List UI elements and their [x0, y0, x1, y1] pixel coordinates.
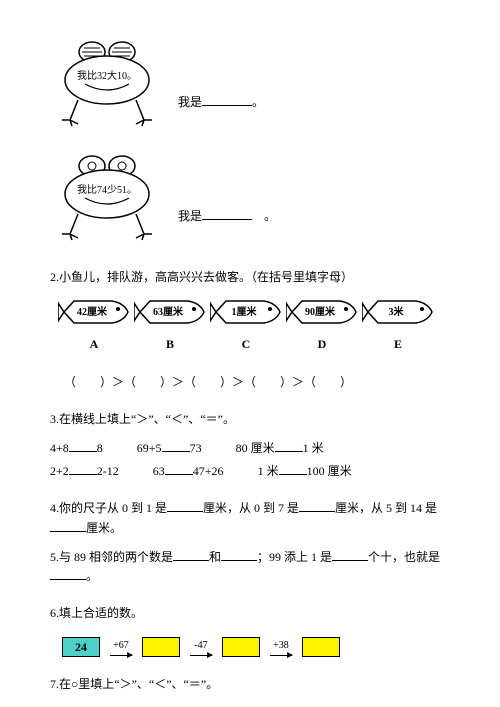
blank[interactable]	[50, 519, 86, 532]
fish-row: 42厘米 A 63厘米 B 1厘米 C 90厘米 D 3米 E	[58, 297, 450, 354]
svg-text:63厘米: 63厘米	[153, 305, 184, 318]
fish-item: 42厘米 A	[58, 297, 130, 354]
blank[interactable]	[69, 462, 97, 475]
flow-box[interactable]	[222, 637, 260, 657]
q5: 5.与 89 相邻的两个数是和；99 添上 1 是个十，也就是 。	[50, 548, 450, 586]
blank[interactable]	[202, 93, 252, 106]
iam-suffix: 。	[264, 209, 276, 223]
frog-figure-1: 我比32大10。	[50, 40, 170, 130]
frog-1-answer: 我是 。	[178, 93, 264, 112]
blank[interactable]	[69, 439, 97, 452]
blank[interactable]	[50, 567, 86, 580]
svg-text:我比32大10。: 我比32大10。	[77, 69, 137, 82]
fish-item: 3米 E	[362, 297, 434, 354]
q2-prompt: 2.小鱼儿，排队游，高高兴兴去做客。（在括号里填字母）	[50, 268, 450, 287]
fish-item: 63厘米 B	[134, 297, 206, 354]
blank[interactable]	[165, 462, 193, 475]
frog-2-row: 我比74少51。 我是 。	[50, 154, 450, 244]
iam-suffix: 。	[252, 95, 264, 109]
blank[interactable]	[332, 548, 368, 561]
arrow-icon	[190, 655, 212, 656]
q2-compare[interactable]: （ ）＞（ ）＞（ ）＞（ ）＞（ ）	[64, 373, 450, 392]
svg-text:我比74少51。: 我比74少51。	[77, 184, 137, 196]
svg-text:42厘米: 42厘米	[77, 305, 108, 318]
flow-box[interactable]	[302, 637, 340, 657]
svg-text:90厘米: 90厘米	[305, 305, 336, 318]
q4: 4.你的尺子从 0 到 1 是厘米，从 0 到 7 是厘米，从 5 到 14 是…	[50, 499, 450, 537]
blank[interactable]	[275, 439, 303, 452]
svg-text:1厘米: 1厘米	[232, 305, 258, 318]
q6-flow: 24 +67 -47 +38	[62, 637, 450, 657]
flow-start-box: 24	[62, 637, 100, 657]
frog-2-answer: 我是 。	[178, 207, 276, 226]
blank[interactable]	[167, 499, 203, 512]
flow-box[interactable]	[142, 637, 180, 657]
arrow-icon	[110, 655, 132, 656]
q6-prompt: 6.填上合适的数。	[50, 604, 450, 623]
q3-row1: 4+88 69+573 80 厘米1 米	[50, 439, 450, 458]
iam-prefix: 我是	[178, 95, 202, 109]
blank[interactable]	[279, 462, 307, 475]
fish-item: 1厘米 C	[210, 297, 282, 354]
fish-item: 90厘米 D	[286, 297, 358, 354]
blank[interactable]	[162, 439, 190, 452]
q3-row2: 2+22-12 6347+26 1 米100 厘米	[50, 462, 450, 481]
blank[interactable]	[202, 207, 252, 220]
blank[interactable]	[299, 499, 335, 512]
frog-1-row: 我比32大10。 我是 。	[50, 40, 450, 130]
arrow-icon	[270, 655, 292, 656]
blank[interactable]	[221, 548, 257, 561]
iam-prefix: 我是	[178, 209, 202, 223]
q7-prompt: 7.在○里填上“＞”、“＜”、“＝”。	[50, 675, 450, 694]
blank[interactable]	[173, 548, 209, 561]
q3-prompt: 3.在横线上填上“＞”、“＜”、“＝”。	[50, 410, 450, 429]
svg-text:3米: 3米	[389, 305, 405, 318]
frog-figure-2: 我比74少51。	[50, 154, 170, 244]
